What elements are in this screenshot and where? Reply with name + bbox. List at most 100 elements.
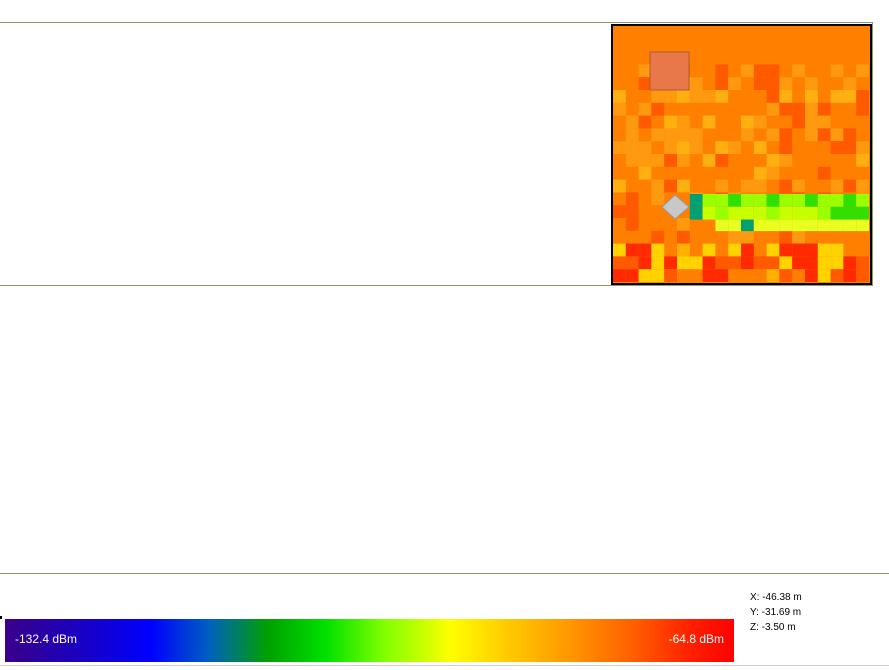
- heatmap-cell: [830, 256, 844, 270]
- heatmap-cell: [843, 90, 857, 103]
- receiver-diamond[interactable]: [661, 194, 690, 220]
- coord-y: Y: -31.69 m: [750, 607, 802, 618]
- heatmap-cell: [689, 90, 703, 103]
- heatmap-cell: [677, 256, 690, 270]
- heatmap-canvas: [613, 26, 870, 283]
- heatmap-band-cell: [817, 219, 831, 232]
- legend-max-label: -64.8 dBm: [668, 632, 724, 646]
- heatmap-cell: [728, 141, 741, 154]
- heatmap-cell: [779, 90, 793, 103]
- heatmap-cell: [753, 64, 767, 78]
- heatmap-cell: [651, 90, 665, 103]
- heatmap-cell: [830, 179, 844, 193]
- heatmap-cell: [613, 205, 626, 218]
- heatmap-cell: [638, 154, 652, 167]
- heatmap-cell: [856, 269, 869, 282]
- heatmap-cell: [741, 179, 754, 193]
- heatmap-cell: [741, 256, 754, 270]
- bottom-divider: [0, 665, 889, 666]
- heatmap-cell: [625, 141, 639, 154]
- heatmap-cell: [715, 179, 729, 193]
- heatmap-cell: [779, 179, 793, 193]
- heatmap-cell: [792, 230, 805, 244]
- heatmap-cell: [613, 102, 626, 116]
- heatmap-band-cell: [792, 206, 805, 220]
- heatmap-band-cell: [843, 206, 857, 220]
- heatmap-cell: [817, 166, 831, 180]
- heatmap-cell: [779, 128, 793, 142]
- heatmap-cell: [613, 179, 626, 193]
- heatmap-cell: [638, 166, 652, 180]
- heatmap-band-cell: [805, 206, 818, 220]
- heatmap-cell: [677, 90, 690, 103]
- heatmap-cell: [613, 243, 626, 257]
- heatmap-cell: [625, 205, 639, 218]
- heatmap-cell: [843, 128, 857, 142]
- heatmap-band-cell: [856, 194, 869, 207]
- heatmap-cell: [766, 243, 780, 257]
- heatmap-cell: [856, 102, 869, 116]
- heatmap-cell: [856, 64, 869, 78]
- heatmap-cell: [625, 243, 639, 257]
- heatmap-cell: [805, 243, 818, 257]
- heatmap-cell: [625, 269, 639, 282]
- heatmap-cell: [689, 256, 703, 270]
- heatmap-cell: [779, 243, 793, 257]
- heatmap-cell: [638, 243, 652, 257]
- heatmap-cell: [843, 256, 857, 270]
- heatmap-cell: [677, 115, 690, 129]
- heatmap-cell: [728, 256, 741, 270]
- legend-min-label: -132.4 dBm: [15, 632, 78, 646]
- heatmap-cell: [677, 179, 690, 193]
- coord-z: Z: -3.50 m: [750, 622, 796, 633]
- heatmap-band-cell: [702, 206, 716, 220]
- heatmap-cell: [638, 256, 652, 270]
- heatmap-cell: [651, 256, 665, 270]
- heatmap-band-cell: [728, 219, 741, 232]
- heatmap-cell: [830, 141, 844, 154]
- heatmap-cell: [664, 128, 677, 142]
- heatmap-cell: [702, 256, 716, 270]
- heatmap-cell: [779, 77, 793, 90]
- heatmap-band-cell: [766, 219, 780, 232]
- heatmap-cell: [856, 90, 869, 103]
- heatmap-band-cell: [830, 206, 844, 220]
- cursor-coordinates: X: -46.38 m Y: -31.69 m Z: -3.50 m: [750, 590, 802, 635]
- heatmap-cell: [805, 77, 818, 90]
- heatmap-band-cell: [741, 194, 754, 207]
- heatmap-cell: [766, 128, 780, 142]
- coverage-heatmap[interactable]: [611, 24, 872, 285]
- heatmap-cell: [779, 141, 793, 154]
- heatmap-cell: [779, 102, 793, 116]
- heatmap-cell: [792, 115, 805, 129]
- heatmap-cell: [702, 243, 716, 257]
- heatmap-cell: [792, 179, 805, 193]
- heatmap-cell: [817, 115, 831, 129]
- heatmap-cell: [817, 256, 831, 270]
- heatmap-cell: [817, 269, 831, 282]
- heatmap-cell: [843, 269, 857, 282]
- heatmap-cell: [728, 230, 741, 244]
- heatmap-band-cell: [689, 206, 703, 220]
- heatmap-band-cell: [830, 194, 844, 207]
- heatmap-cell: [651, 230, 665, 244]
- heatmap-cell: [792, 256, 805, 270]
- heatmap-cell: [638, 269, 652, 282]
- heatmap-cell: [638, 102, 652, 116]
- heatmap-cell: [651, 128, 665, 142]
- heatmap-cell: [753, 256, 767, 270]
- heatmap-cell: [677, 128, 690, 142]
- heatmap-cell: [664, 115, 677, 129]
- heatmap-cell: [664, 90, 677, 103]
- heatmap-cell: [702, 90, 716, 103]
- heatmap-cell: [830, 64, 844, 78]
- heatmap-cell: [613, 269, 626, 282]
- heatmap-cell: [856, 256, 869, 270]
- heatmap-cell: [689, 128, 703, 142]
- heatmap-cell: [792, 102, 805, 116]
- heatmap-cell: [715, 154, 729, 167]
- heatmap-cell: [651, 102, 665, 116]
- heatmap-cell: [766, 269, 780, 282]
- heatmap-cell: [741, 230, 754, 244]
- heatmap-cell: [613, 90, 626, 103]
